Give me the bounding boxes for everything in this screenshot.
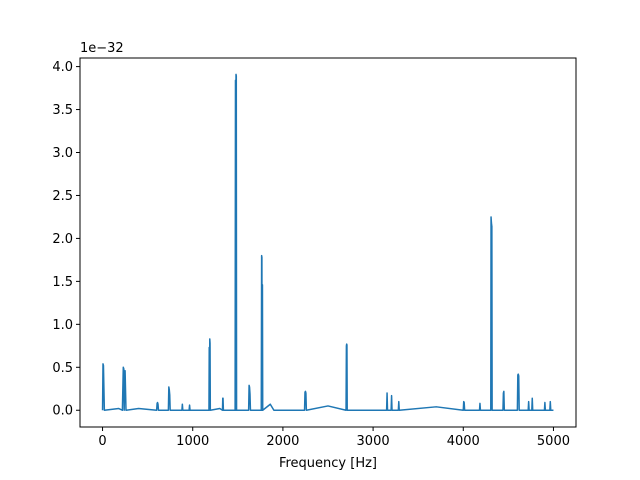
y-tick-label: 3.5 bbox=[52, 103, 73, 118]
x-tick-label: 1000 bbox=[176, 434, 209, 449]
y-tick-label: 1.0 bbox=[52, 318, 73, 333]
axis-ticks: 0 1000 2000 3000 4000 5000 0.0 0.5 1.0 1.5 2.0 2.5 3… bbox=[52, 60, 570, 449]
y-tick-label: 1.5 bbox=[52, 275, 73, 290]
y-tick-label: 0.5 bbox=[52, 361, 73, 376]
x-tick-label: 4000 bbox=[447, 434, 480, 449]
axes-frame bbox=[79, 57, 577, 428]
y-tick-label: 2.5 bbox=[52, 189, 73, 204]
x-tick-label: 5000 bbox=[537, 434, 570, 449]
axes-background bbox=[80, 58, 576, 427]
x-axis-label: Frequency [Hz] bbox=[279, 456, 377, 471]
y-tick-label: 0.0 bbox=[52, 404, 73, 419]
x-tick-label: 3000 bbox=[357, 434, 390, 449]
y-offset-text: 1e−32 bbox=[80, 41, 124, 56]
x-tick-label: 2000 bbox=[266, 434, 299, 449]
y-tick-label: 4.0 bbox=[52, 60, 73, 75]
y-tick-label: 2.0 bbox=[52, 232, 73, 247]
spectrum-series-line bbox=[101, 73, 554, 411]
y-tick-label: 3.0 bbox=[52, 146, 73, 161]
x-tick-label: 0 bbox=[98, 434, 106, 449]
